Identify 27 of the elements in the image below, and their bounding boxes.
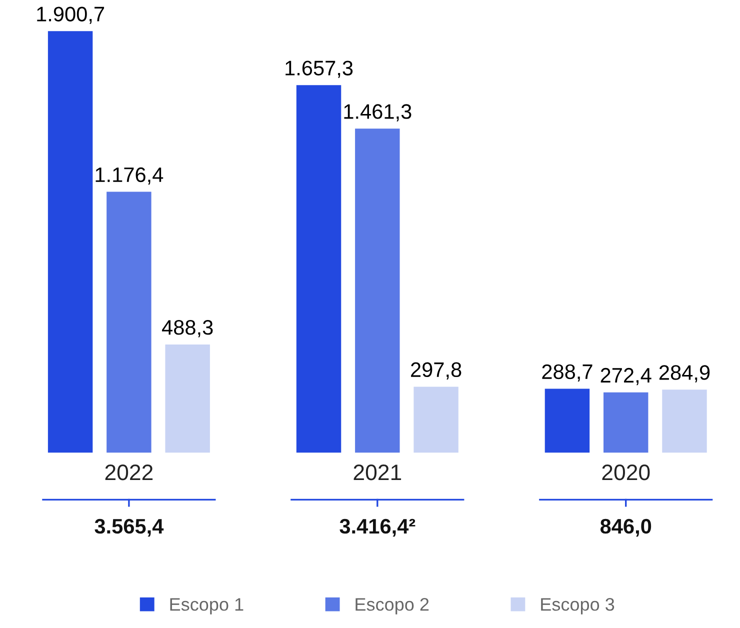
- data-label: 284,9: [659, 365, 710, 382]
- legend-label: Escopo 2: [356, 598, 429, 614]
- data-label: 297,8: [411, 362, 462, 380]
- data-label: 1.657,3: [286, 60, 353, 78]
- x-tick-label: 2020: [602, 464, 650, 480]
- total-label: 3.565,4: [94, 518, 164, 537]
- data-label: 1.176,4: [96, 167, 164, 185]
- x-tick-label: 2021: [354, 464, 402, 480]
- data-label: 1.900,7: [37, 6, 104, 24]
- bar: [355, 128, 400, 453]
- data-label: 1.461,3: [344, 104, 412, 122]
- bar: [106, 192, 152, 453]
- x-tick-label: 2022: [105, 464, 153, 480]
- bar: [48, 31, 93, 453]
- bar: [414, 386, 458, 453]
- total-label: 846,0: [600, 518, 652, 537]
- data-label: 488,3: [162, 320, 213, 338]
- bar: [165, 344, 210, 453]
- bar: [603, 392, 648, 453]
- bar: [662, 390, 707, 453]
- data-label: 288,7: [542, 364, 592, 382]
- total-label: 3.416,4²: [340, 518, 416, 537]
- bar: [296, 85, 342, 453]
- legend-label: Escopo 3: [541, 598, 614, 614]
- legend-label: Escopo 1: [170, 598, 244, 614]
- bar: [544, 388, 590, 453]
- data-label: 272,4: [600, 368, 652, 386]
